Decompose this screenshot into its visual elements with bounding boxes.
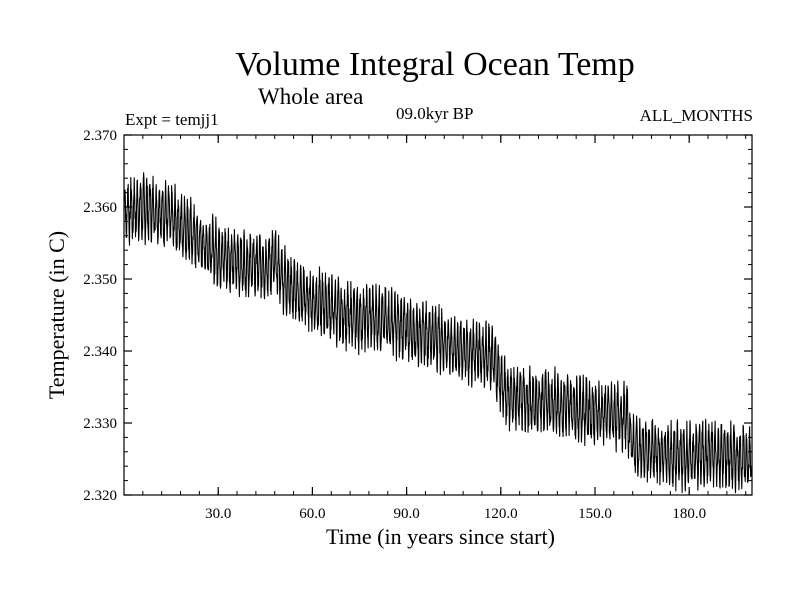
- x-tick-label: 120.0: [484, 506, 518, 522]
- y-tick-label: 2.330: [83, 416, 117, 432]
- x-tick-label: 150.0: [578, 506, 612, 522]
- x-tick-label: 180.0: [672, 506, 706, 522]
- y-tick-label: 2.370: [83, 128, 117, 144]
- x-tick-label: 60.0: [299, 506, 325, 522]
- y-tick-label: 2.350: [83, 272, 117, 288]
- ticks-layer: 30.0 60.0 90.0 120.0 150.0 180.0 2.320 2.330 2.3…: [83, 128, 752, 522]
- months-label: ALL_MONTHS: [639, 106, 753, 125]
- series-layer: [123, 172, 753, 494]
- period-label: 09.0kyr BP: [396, 104, 474, 123]
- experiment-label: Expt = temjj1: [125, 110, 219, 129]
- series-line: [123, 172, 753, 494]
- y-tick-label: 2.320: [83, 488, 117, 504]
- x-tick-label: 30.0: [205, 506, 231, 522]
- y-tick-label: 2.360: [83, 200, 117, 216]
- x-tick-label: 90.0: [393, 506, 419, 522]
- chart-subtitle: Whole area: [258, 84, 364, 109]
- y-tick-label: 2.340: [83, 344, 117, 360]
- plot-frame: [123, 134, 753, 496]
- x-axis-label: Time (in years since start): [326, 524, 555, 549]
- chart-title: Volume Integral Ocean Temp: [235, 46, 635, 83]
